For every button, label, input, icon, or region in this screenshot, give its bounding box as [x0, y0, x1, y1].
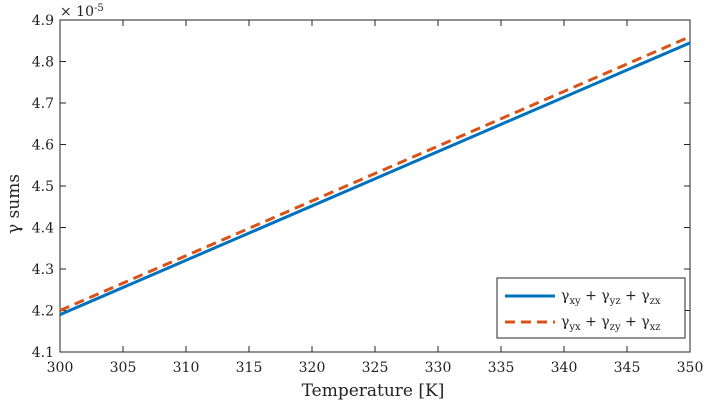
x-tick-label: 325 [362, 360, 389, 376]
y-axis-label: γ sums [4, 174, 24, 234]
y-exponent-power: -5 [94, 3, 104, 14]
y-tick-label: 4.7 [32, 96, 54, 112]
x-tick-label: 335 [488, 360, 515, 376]
y-tick-label: 4.8 [32, 55, 54, 71]
x-tick-label: 300 [47, 360, 74, 376]
x-axis-label: Temperature [K] [302, 381, 445, 401]
x-axis: 300 305 310 315 320 325 330 335 340 345 350 [47, 20, 704, 376]
y-tick-label: 4.3 [32, 262, 54, 278]
y-tick-label: 4.4 [32, 221, 54, 237]
legend: γxy + γyz + γzx γyx + γzy + γxz [496, 277, 686, 339]
y-exponent-base: × 10 [60, 4, 94, 20]
y-axis-exponent: × 10-5 [60, 3, 104, 20]
x-tick-label: 305 [110, 360, 137, 376]
legend-box [496, 277, 686, 339]
x-tick-label: 330 [425, 360, 452, 376]
x-tick-label: 310 [173, 360, 200, 376]
legend-label-2: γyx + γzy + γxz [561, 314, 661, 333]
x-tick-label: 320 [299, 360, 326, 376]
x-tick-label: 345 [614, 360, 641, 376]
y-axis: 4.1 4.2 4.3 4.4 4.5 4.6 4.7 4.8 4.9 [32, 13, 690, 361]
y-tick-label: 4.6 [32, 138, 54, 154]
series-line-2 [59, 35, 691, 312]
y-tick-label: 4.5 [32, 179, 54, 195]
x-tick-label: 315 [236, 360, 263, 376]
series-line-1 [59, 41, 691, 317]
y-tick-label: 4.9 [32, 13, 54, 29]
series-layer [59, 35, 691, 317]
legend-label-1: γxy + γyz + γzx [561, 288, 661, 307]
y-tick-label: 4.1 [32, 345, 54, 361]
y-tick-label: 4.2 [32, 304, 54, 320]
x-tick-label: 350 [677, 360, 704, 376]
x-tick-label: 340 [551, 360, 578, 376]
